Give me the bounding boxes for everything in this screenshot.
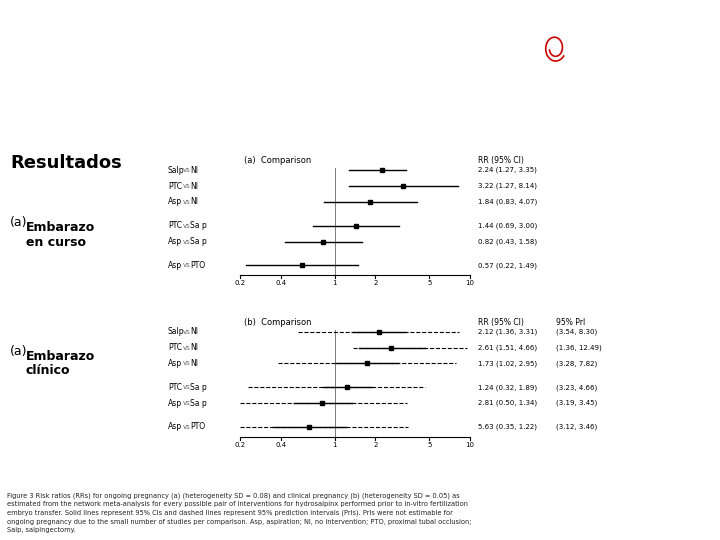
Text: .org: .org [696,33,718,43]
Text: PTC: PTC [168,221,182,230]
Text: Embarazo: Embarazo [26,349,95,363]
Text: vs: vs [183,239,191,245]
Text: 1.73 (1.02, 2.95): 1.73 (1.02, 2.95) [478,360,537,367]
Text: vs: vs [183,167,191,173]
Text: Tratamiento quirúrgico de hidrosalpinx: Tratamiento quirúrgico de hidrosalpinx [207,112,513,126]
Text: (3.28, 7.82): (3.28, 7.82) [556,360,598,367]
Text: (3.23, 4.66): (3.23, 4.66) [556,384,598,390]
Text: RR (95% CI): RR (95% CI) [478,318,524,327]
Text: (3.19, 3.45): (3.19, 3.45) [556,400,598,407]
Text: 95% Prl: 95% Prl [556,318,585,327]
Text: 0.57 (0.22, 1.49): 0.57 (0.22, 1.49) [478,262,537,268]
Text: PTO: PTO [190,261,205,270]
Text: Asp: Asp [168,198,182,206]
Text: Asp: Asp [168,399,182,408]
Text: Sa p: Sa p [190,399,207,408]
Text: 0.2: 0.2 [235,280,246,286]
Text: (a)  Comparison: (a) Comparison [244,156,311,165]
Text: 0.2: 0.2 [235,442,246,448]
Text: (a): (a) [10,216,27,229]
Text: 5.63 (0.35, 1.22): 5.63 (0.35, 1.22) [478,424,537,430]
Text: 2.61 (1.51, 4.66): 2.61 (1.51, 4.66) [478,345,537,351]
Text: vs: vs [183,361,191,367]
Text: (3.12, 3.46): (3.12, 3.46) [556,424,598,430]
Text: PTO: PTO [190,422,205,431]
Text: vs: vs [183,262,191,268]
Text: RR (95% CI): RR (95% CI) [478,156,524,165]
Text: (1.36, 12.49): (1.36, 12.49) [556,345,602,351]
Text: Sa p: Sa p [190,383,207,392]
Text: Asp: Asp [168,261,182,270]
Text: 0.4: 0.4 [275,442,287,448]
Text: vs: vs [183,222,191,228]
Text: (a): (a) [10,345,27,357]
Text: Salp: Salp [168,327,184,336]
Text: Asp: Asp [168,359,182,368]
Text: 0.82 (0.43, 1.58): 0.82 (0.43, 1.58) [478,238,537,245]
Text: PTC: PTC [168,383,182,392]
Text: vs: vs [183,424,191,430]
Text: vs: vs [183,384,191,390]
Text: ULTRASOUND: ULTRASOUND [12,28,232,56]
Text: 0.4: 0.4 [275,280,287,286]
Text: 2.12 (1.36, 3.31): 2.12 (1.36, 3.31) [478,328,537,335]
Text: Tsiami et al., UOG 2016: Tsiami et al., UOG 2016 [294,126,426,136]
Text: en curso: en curso [26,235,86,248]
Text: Asp: Asp [168,422,182,431]
Text: Figure 3 Risk ratios (RRs) for ongoing pregnancy (a) (heterogeneity SD = 0.08) a: Figure 3 Risk ratios (RRs) for ongoing p… [7,492,472,534]
Text: (3.54, 8.30): (3.54, 8.30) [556,328,598,335]
Text: 10: 10 [465,280,474,286]
Text: Resultados: Resultados [10,154,122,172]
Text: 2: 2 [373,442,377,448]
Text: NI: NI [190,181,198,191]
Circle shape [517,10,593,86]
Text: (b)  Comparison: (b) Comparison [244,318,312,327]
Text: 1.44 (0.69, 3.00): 1.44 (0.69, 3.00) [478,222,537,229]
Text: 2.24 (1.27, 3.35): 2.24 (1.27, 3.35) [478,167,537,173]
Text: vs: vs [183,345,191,350]
Text: Embarazo: Embarazo [26,221,95,234]
Text: 1.24 (0.32, 1.89): 1.24 (0.32, 1.89) [478,384,537,390]
Circle shape [522,15,588,81]
Text: Sa p: Sa p [190,221,207,230]
Text: vs: vs [183,183,191,189]
Text: vs: vs [183,329,191,335]
Text: 3.22 (1.27, 8.14): 3.22 (1.27, 8.14) [478,183,537,189]
Text: Sa p: Sa p [190,237,207,246]
Text: Asp: Asp [168,237,182,246]
Text: 1: 1 [333,442,337,448]
Text: 2: 2 [373,280,377,286]
Text: 5: 5 [427,442,431,448]
Text: clínico: clínico [26,364,71,377]
Text: NI: NI [190,343,198,352]
Text: vs: vs [183,199,191,205]
Text: NI: NI [190,359,198,368]
Text: PTC: PTC [168,343,182,352]
Text: NI: NI [190,327,198,336]
Text: 1: 1 [333,280,337,286]
Text: PTC: PTC [168,181,182,191]
Text: NI: NI [190,198,198,206]
Text: 10: 10 [465,442,474,448]
Text: in Obstetrics & Gynecology: in Obstetrics & Gynecology [14,58,185,71]
Text: 2.81 (0.50, 1.34): 2.81 (0.50, 1.34) [478,400,537,407]
Text: Salp: Salp [168,166,184,174]
Text: isuog: isuog [596,31,681,59]
Text: 5: 5 [427,280,431,286]
Text: NI: NI [190,166,198,174]
Text: vs: vs [183,400,191,406]
Text: 1.84 (0.83, 4.07): 1.84 (0.83, 4.07) [478,199,537,205]
